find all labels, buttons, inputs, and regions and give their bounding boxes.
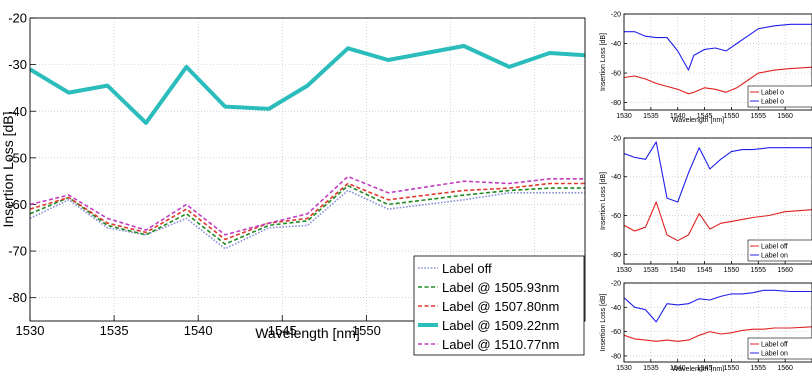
y-axis-label: Insertion Loss [dB] <box>600 33 607 91</box>
legend-box <box>747 337 812 360</box>
legend-box <box>747 85 812 108</box>
x-tick-label: 1530 <box>16 323 45 338</box>
legend-label: Label on <box>761 351 788 358</box>
legend-label: Label @ 1509.22nm <box>442 318 559 333</box>
series-line-label-1505-93nm <box>30 185 585 245</box>
x-tick-label: 1560 <box>777 267 793 274</box>
legend: Label off Label @ 1505.93nm Label @ 1507.8… <box>413 255 585 356</box>
chart-panel-4: 1530 1535 1540 1545 1550 1555 1560 -20 -40 -60 -80… <box>600 280 812 372</box>
legend-label: Label @ 1507.80nm <box>442 299 559 314</box>
x-tick-label: 1530 <box>616 267 632 274</box>
legend-label: Label o <box>761 90 784 97</box>
x-tick-label: 1545 <box>697 113 713 120</box>
y-tick-label: -40 <box>611 174 621 181</box>
y-tick-label: -30 <box>8 57 27 72</box>
y-tick-label: -60 <box>611 329 621 336</box>
legend: Label off Label on <box>747 337 812 360</box>
y-tick-label: -40 <box>611 41 621 48</box>
x-tick-label: 1545 <box>268 323 297 338</box>
x-tick-label: 1540 <box>670 267 686 274</box>
chart-panel-3: 1530 1535 1540 1545 1550 1555 1560 -20 -40 -60 -80… <box>600 135 812 274</box>
x-tick-label: 1560 <box>777 365 793 372</box>
x-tick-label: 1540 <box>670 365 686 372</box>
x-tick-label: 1550 <box>724 267 740 274</box>
legend-label: Label @ 1505.93nm <box>442 280 559 295</box>
y-tick-label: -20 <box>611 135 621 142</box>
chart-panel-1: 1530153515401545155015551560-20-30-40-50… <box>0 11 586 356</box>
y-axis-label: Insertion Loss [dB] <box>600 293 607 351</box>
series-line-1 <box>624 141 812 203</box>
x-tick-label: 1545 <box>697 365 713 372</box>
x-tick-label: 1550 <box>352 323 381 338</box>
x-tick-label: 1540 <box>184 323 213 338</box>
axes-frame <box>623 13 812 111</box>
x-tick-label: 1555 <box>750 113 766 120</box>
x-tick-label: 1560 <box>777 113 793 120</box>
x-tick-label: 1530 <box>616 365 632 372</box>
legend-box <box>413 255 585 356</box>
legend-label: Label off <box>761 342 788 349</box>
axes-frame <box>623 137 812 265</box>
y-tick-label: -70 <box>8 244 27 259</box>
x-axis-label: Wavelength [nm] <box>672 117 724 124</box>
x-tick-label: 1530 <box>616 113 632 120</box>
x-axis-label: Wavelength [nm] <box>255 325 360 341</box>
series-line-label-off <box>30 189 585 250</box>
legend: Label off Label on <box>747 239 812 262</box>
y-axis-label: Insertion Loss [dB] <box>0 112 16 228</box>
y-tick-label: -80 <box>611 100 621 107</box>
series-line-2 <box>624 326 812 342</box>
y-tick-label: -40 <box>611 305 621 312</box>
x-tick-label: 1555 <box>750 267 766 274</box>
series-line-2 <box>624 201 812 242</box>
x-tick-label: 1540 <box>670 113 686 120</box>
series-group <box>624 141 812 242</box>
series-line-label-1507-80nm <box>30 182 585 241</box>
y-tick-label: -80 <box>8 290 27 305</box>
x-tick-label: 1535 <box>643 365 659 372</box>
series-line-1 <box>624 289 812 323</box>
series-line-1 <box>624 23 812 71</box>
x-axis-label: Wavelength [nm] <box>672 366 724 372</box>
legend-label: Label o <box>761 99 784 106</box>
y-tick-label: -80 <box>611 353 621 360</box>
series-group <box>624 23 812 95</box>
legend-box <box>747 239 812 262</box>
legend-label: Label off <box>442 261 492 276</box>
x-tick-label: 1535 <box>643 267 659 274</box>
y-axis-label: Insertion Loss [dB] <box>600 172 607 230</box>
legend-label: Label off <box>761 244 788 251</box>
y-tick-label: -60 <box>8 197 27 212</box>
x-tick-label: 1555 <box>750 365 766 372</box>
y-tick-label: -20 <box>611 280 621 287</box>
y-tick-label: -60 <box>611 71 621 78</box>
chart-panel-2: 1530 1535 1540 1545 1550 1555 1560 -20 -40 -60 -80… <box>600 11 812 124</box>
series-line-label-1510-77nm <box>30 175 585 236</box>
x-tick-label: 1545 <box>697 267 713 274</box>
y-tick-label: -20 <box>611 11 621 18</box>
y-tick-label: -40 <box>8 104 27 119</box>
y-tick-label: -50 <box>8 150 27 165</box>
series-line-2 <box>624 66 812 95</box>
legend-label: Label @ 1510.77nm <box>442 337 559 352</box>
x-tick-label: 1550 <box>724 113 740 120</box>
y-tick-label: -80 <box>611 252 621 259</box>
x-tick-label: 1535 <box>643 113 659 120</box>
x-tick-label: 1550 <box>724 365 740 372</box>
y-tick-label: -20 <box>8 11 27 26</box>
axes-frame <box>29 17 586 322</box>
series-group <box>30 44 585 250</box>
legend-label: Label on <box>761 253 788 260</box>
series-line-label-1509-22nm <box>30 44 585 125</box>
axes-frame <box>623 282 812 363</box>
x-tick-label: 1535 <box>100 323 129 338</box>
series-group <box>624 289 812 342</box>
y-tick-label: -60 <box>611 213 621 220</box>
legend: Label o Label o <box>747 85 812 108</box>
